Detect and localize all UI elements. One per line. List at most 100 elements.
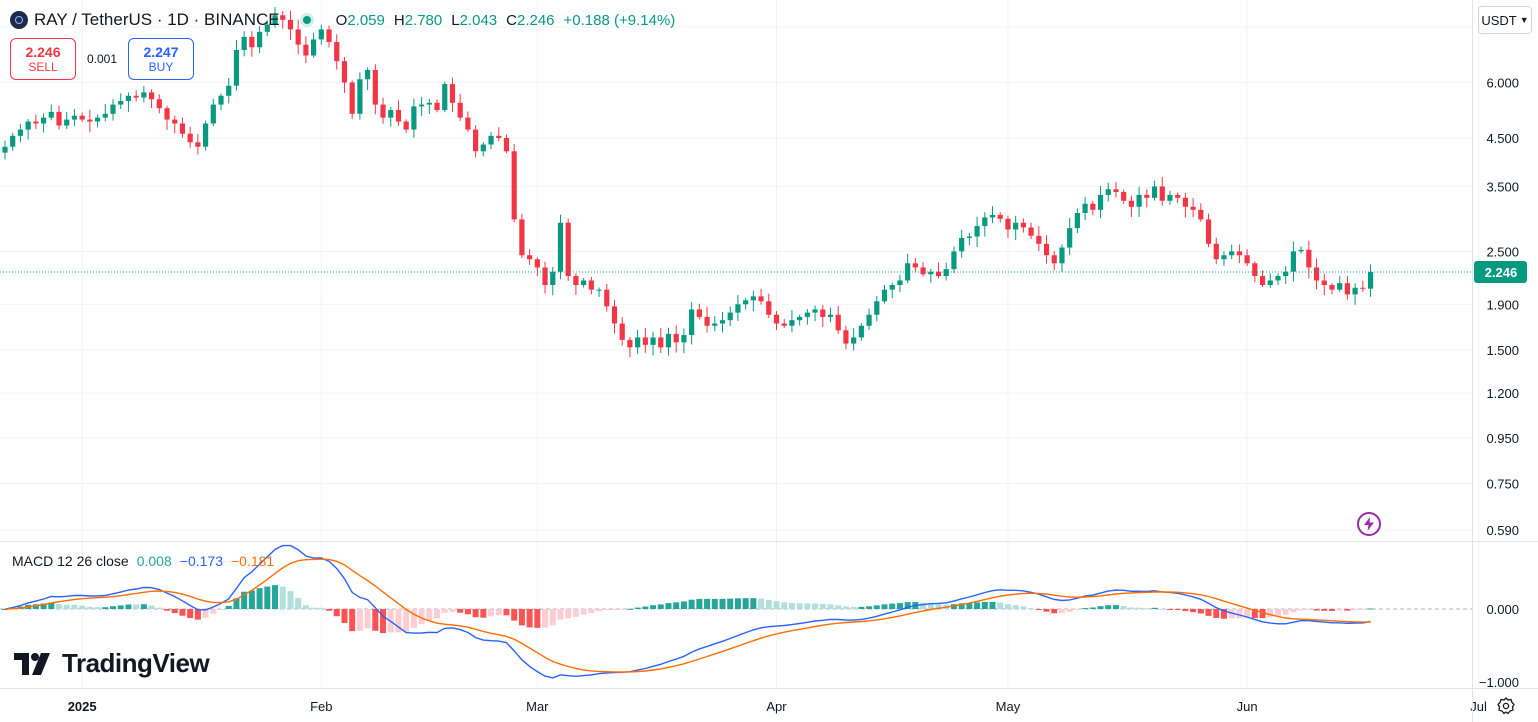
- candle-body: [79, 115, 85, 120]
- candle-down: [835, 305, 841, 334]
- candle-body: [773, 314, 780, 324]
- candle-up: [488, 131, 494, 150]
- macd-histogram-bar: [1367, 608, 1374, 610]
- candle-body: [766, 301, 772, 315]
- macd-histogram-bar: [117, 605, 124, 609]
- macd-histogram-bar: [1197, 609, 1204, 614]
- candle-body: [118, 101, 124, 105]
- symbol-title[interactable]: RAY / TetherUS · 1D · BINANCE: [34, 10, 280, 29]
- candle-body: [635, 337, 641, 348]
- time-tick-label: Jun: [1237, 699, 1258, 714]
- sell-button[interactable]: 2.246 SELL: [10, 38, 76, 80]
- candle-body: [25, 121, 31, 130]
- macd-histogram-bar: [1313, 609, 1320, 611]
- price-tick-label: 4.500: [1486, 131, 1519, 146]
- candle-down: [534, 257, 540, 277]
- candle-down: [1144, 189, 1150, 208]
- macd-histogram-bar: [981, 601, 988, 609]
- candle-up: [789, 310, 795, 333]
- candle-body: [1136, 194, 1142, 207]
- candle-body: [905, 263, 911, 281]
- candle-body: [1036, 235, 1042, 244]
- candle-body: [10, 135, 16, 147]
- currency-selector[interactable]: USDT ▼: [1478, 6, 1532, 34]
- candle-down: [1205, 213, 1212, 248]
- candle-up: [141, 85, 147, 103]
- buy-label: BUY: [148, 59, 174, 74]
- candle-body: [712, 323, 718, 326]
- macd-histogram-bar: [102, 607, 109, 609]
- macd-histogram-bar: [395, 609, 402, 633]
- macd-histogram-bar: [1267, 609, 1274, 618]
- candle-body: [280, 15, 286, 20]
- candle-body: [1182, 197, 1188, 207]
- candle-body: [272, 15, 278, 25]
- candle-down: [303, 36, 309, 64]
- time-tick-label: Mar: [526, 699, 549, 714]
- macd-histogram-bar: [410, 609, 417, 628]
- candle-up: [365, 67, 371, 91]
- candle-down: [395, 100, 402, 126]
- candle-down: [496, 127, 502, 142]
- candle-body: [449, 84, 456, 103]
- candle-down: [349, 80, 355, 119]
- candle-body: [534, 259, 540, 268]
- candle-down: [79, 112, 85, 122]
- candle-down: [179, 117, 186, 138]
- macd-histogram-bar: [719, 598, 726, 609]
- macd-histogram-bar: [642, 606, 649, 609]
- macd-histogram-bar: [464, 609, 471, 615]
- candle-down: [465, 111, 471, 132]
- candle-body: [519, 219, 525, 256]
- candle-down: [1036, 226, 1042, 252]
- candle-body: [1097, 194, 1104, 210]
- macd-tick-label: −1.000: [1479, 675, 1519, 690]
- candle-body: [1352, 287, 1358, 295]
- candle-down: [820, 304, 826, 327]
- candle-down: [1051, 250, 1057, 271]
- candle-up: [64, 111, 70, 129]
- buy-button[interactable]: 2.247 BUY: [128, 38, 194, 80]
- candle-body: [1028, 227, 1034, 236]
- candle-down: [542, 261, 548, 294]
- candle-down: [326, 25, 332, 48]
- candle-body: [241, 36, 247, 50]
- candle-body: [125, 95, 132, 102]
- macd-histogram-bar: [48, 602, 55, 609]
- candle-body: [835, 314, 841, 331]
- candle-down: [696, 303, 702, 320]
- flash-icon[interactable]: [1357, 512, 1381, 536]
- candle-body: [187, 133, 193, 143]
- macd-line: [4, 544, 1371, 679]
- sell-price: 2.246: [25, 43, 61, 60]
- candle-up: [102, 103, 108, 122]
- candle-up: [797, 314, 803, 326]
- candle-down: [573, 273, 579, 295]
- macd-histogram-bar: [711, 598, 718, 609]
- candle-body: [48, 111, 54, 118]
- candle-body: [812, 309, 818, 313]
- candle-body: [311, 39, 317, 56]
- chart-settings-button[interactable]: [1494, 694, 1518, 718]
- macd-legend[interactable]: MACD 12 26 close 0.008 −0.173 −0.181: [12, 553, 274, 569]
- candle-down: [673, 325, 679, 353]
- candle-body: [542, 267, 548, 286]
- macd-histogram-bar: [580, 609, 587, 615]
- candle-up: [727, 306, 733, 327]
- macd-histogram-bar: [904, 602, 911, 609]
- price-tick-label: 2.500: [1486, 244, 1519, 259]
- candle-up: [480, 142, 486, 157]
- candle-body: [156, 99, 162, 109]
- candle-body: [403, 121, 409, 130]
- candle-down: [295, 19, 301, 55]
- macd-histogram-bar: [1336, 609, 1343, 611]
- candle-body: [148, 92, 155, 100]
- macd-histogram-bar: [1305, 609, 1312, 611]
- candle-up: [1097, 186, 1104, 219]
- high-label: H: [393, 11, 405, 29]
- macd-histogram-bar: [688, 599, 695, 609]
- candle-body: [611, 306, 618, 324]
- candle-down: [588, 276, 594, 295]
